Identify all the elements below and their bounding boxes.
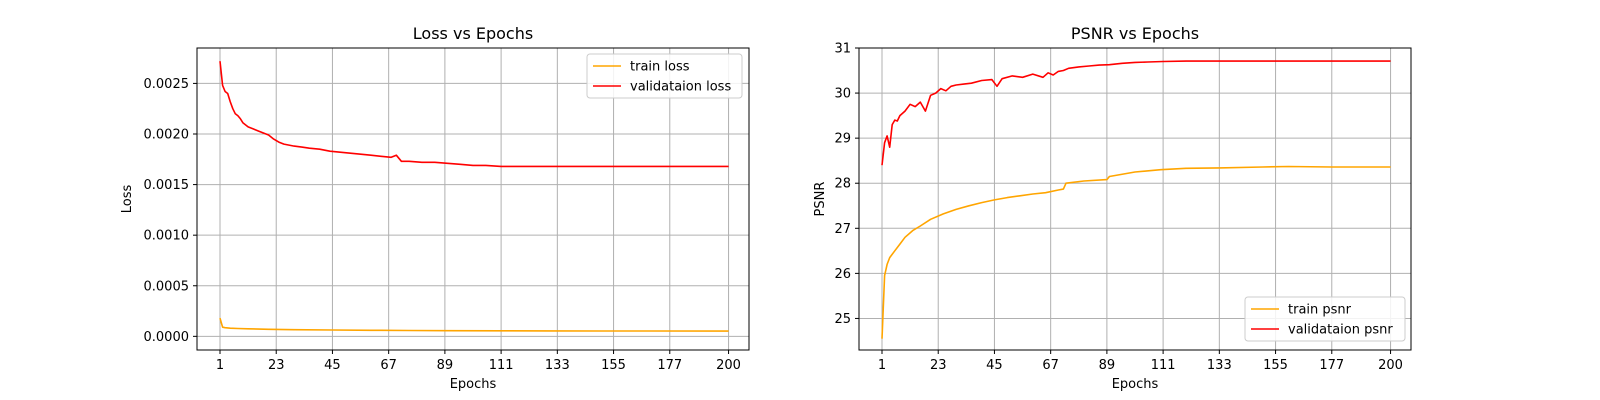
x-tick-label: 133 — [545, 358, 570, 373]
y-tick-label: 0.0005 — [144, 279, 190, 294]
x-tick-label: 23 — [268, 358, 285, 373]
legend-label-validation: validataion loss — [630, 80, 731, 95]
x-tick-label: 177 — [657, 358, 682, 373]
y-tick-label: 27 — [834, 222, 851, 237]
x-tick-label: 67 — [380, 358, 397, 373]
y-axis-label: Loss — [120, 185, 135, 214]
x-tick-label: 111 — [1151, 358, 1176, 373]
x-tick-label: 89 — [437, 358, 454, 373]
series-line-validation — [219, 61, 729, 168]
x-tick-label: 200 — [716, 358, 741, 373]
x-tick-label: 89 — [1099, 358, 1116, 373]
x-tick-label: 177 — [1319, 358, 1344, 373]
y-tick-label: 0.0015 — [144, 178, 190, 193]
y-tick-label: 28 — [834, 177, 851, 192]
y-tick-label: 29 — [834, 132, 851, 147]
series-line-train — [219, 317, 729, 332]
x-axis-label: Epochs — [1112, 377, 1159, 392]
x-tick-label: 200 — [1378, 358, 1403, 373]
series-line-validation — [881, 60, 1391, 166]
x-tick-label: 23 — [930, 358, 947, 373]
legend-box — [1244, 296, 1406, 342]
grid — [197, 48, 749, 350]
plot-frame — [858, 47, 1412, 351]
legend-label-train: train psnr — [1288, 303, 1352, 318]
x-tick-label: 45 — [986, 358, 1003, 373]
y-tick-label: 0.0025 — [144, 77, 190, 92]
y-tick-label: 0.0010 — [144, 229, 190, 244]
x-tick-label: 111 — [489, 358, 514, 373]
y-axis-label: PSNR — [813, 182, 828, 217]
y-tick-label: 26 — [834, 267, 851, 282]
x-tick-label: 133 — [1207, 358, 1232, 373]
legend: train psnr validataion psnr — [1244, 296, 1406, 342]
loss-chart: 1 23 45 67 89 111 133 155 177 200 0.0000 0.0005 0.00… — [120, 24, 750, 392]
x-tick-label: 45 — [324, 358, 341, 373]
psnr-chart: 1 23 45 67 89 111 133 155 177 200 25 26 27 28 29 30 31 PS… — [813, 24, 1412, 392]
legend: train loss validataion loss — [586, 53, 743, 99]
x-tick-label: 155 — [601, 358, 626, 373]
y-tick-label: 25 — [834, 312, 851, 327]
legend-label-train: train loss — [630, 60, 690, 75]
plot-frame — [196, 47, 750, 351]
y-tick-label: 0.0020 — [144, 127, 190, 142]
x-tick-label: 67 — [1042, 358, 1059, 373]
x-tick-label: 1 — [216, 358, 224, 373]
y-tick-label: 30 — [834, 87, 851, 102]
chart-title: PSNR vs Epochs — [1071, 24, 1199, 43]
y-tick-label: 31 — [834, 42, 851, 57]
series-line-train — [881, 165, 1391, 339]
x-tick-label: 1 — [878, 358, 886, 373]
legend-label-validation: validataion psnr — [1288, 323, 1393, 338]
x-axis-label: Epochs — [450, 377, 497, 392]
x-tick-label: 155 — [1263, 358, 1288, 373]
chart-title: Loss vs Epochs — [413, 24, 533, 43]
legend-box — [586, 53, 743, 99]
y-tick-label: 0.0000 — [144, 330, 190, 345]
